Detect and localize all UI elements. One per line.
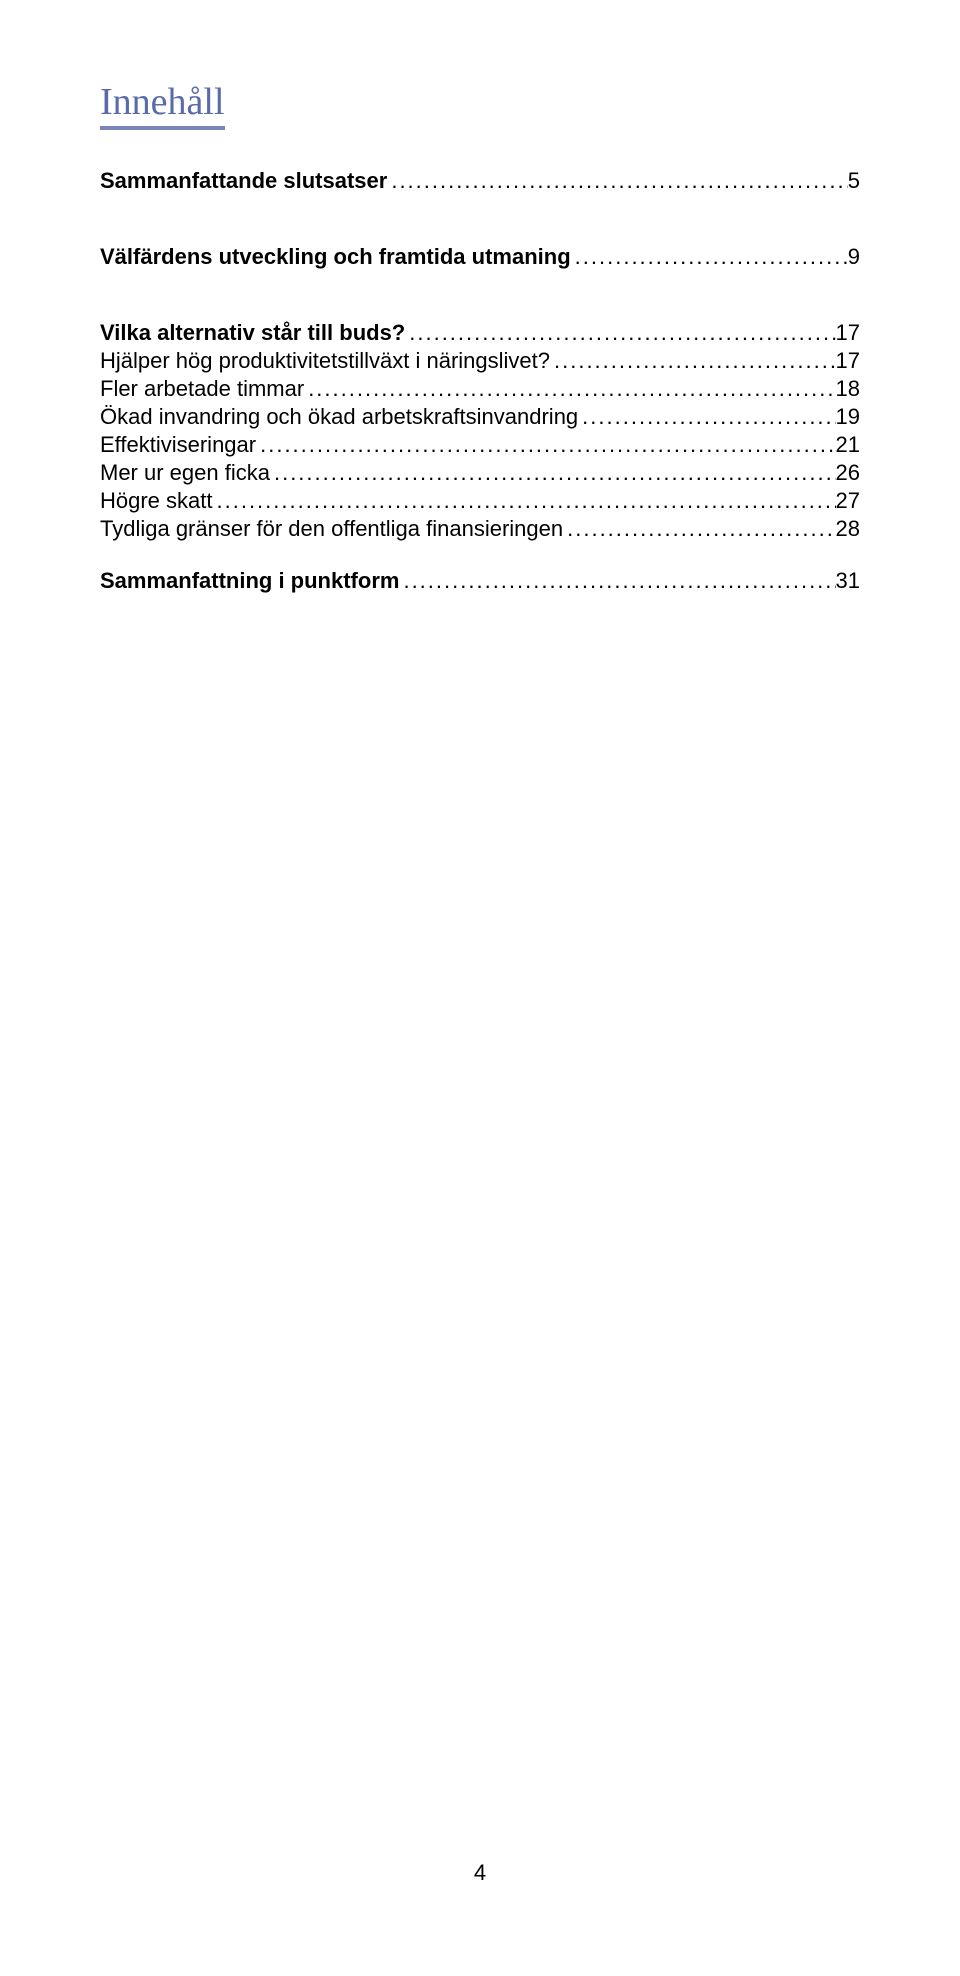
toc-leader-dots [270, 462, 836, 484]
toc-entry: Högre skatt 27 [100, 490, 860, 512]
toc-entry-label: Välfärdens utveckling och framtida utman… [100, 246, 571, 268]
toc-leader-dots [399, 570, 835, 592]
toc-entry: Effektiviseringar 21 [100, 434, 860, 456]
toc-entry-page: 21 [836, 434, 860, 456]
page-number: 4 [0, 1860, 960, 1886]
toc-entry-page: 27 [836, 490, 860, 512]
toc-entry: Ökad invandring och ökad arbetskraftsinv… [100, 406, 860, 428]
toc-leader-dots [550, 350, 836, 372]
toc-entry-label: Fler arbetade timmar [100, 378, 304, 400]
table-of-contents: Sammanfattande slutsatser 5 Välfärdens ut… [100, 170, 860, 592]
toc-entry-label: Effektiviseringar [100, 434, 256, 456]
toc-entry-label: Högre skatt [100, 490, 213, 512]
toc-entry: Vilka alternativ står till buds? 17 [100, 322, 860, 344]
toc-entry-label: Sammanfattning i punktform [100, 570, 399, 592]
toc-spacer [100, 546, 860, 570]
toc-leader-dots [563, 518, 835, 540]
toc-leader-dots [213, 490, 836, 512]
toc-entry: Mer ur egen ficka 26 [100, 462, 860, 484]
toc-leader-dots [578, 406, 835, 428]
toc-entry-label: Tydliga gränser för den offentliga finan… [100, 518, 563, 540]
toc-entry-page: 19 [836, 406, 860, 428]
toc-entry-page: 28 [836, 518, 860, 540]
toc-entry-page: 17 [836, 322, 860, 344]
toc-spacer [100, 298, 860, 322]
toc-entry: Tydliga gränser för den offentliga finan… [100, 518, 860, 540]
toc-entry-label: Hjälper hög produktivitetstillväxt i när… [100, 350, 550, 372]
toc-entry-page: 17 [836, 350, 860, 372]
toc-leader-dots [571, 246, 848, 268]
toc-entry-label: Ökad invandring och ökad arbetskraftsinv… [100, 406, 578, 428]
toc-entry-page: 9 [848, 246, 860, 268]
toc-entry-label: Sammanfattande slutsatser [100, 170, 387, 192]
toc-title: Innehåll [100, 80, 225, 130]
toc-entry-label: Mer ur egen ficka [100, 462, 270, 484]
toc-entry-label: Vilka alternativ står till buds? [100, 322, 405, 344]
toc-entry: Hjälper hög produktivitetstillväxt i när… [100, 350, 860, 372]
toc-entry: Sammanfattning i punktform 31 [100, 570, 860, 592]
document-page: Innehåll Sammanfattande slutsatser 5 Välf… [0, 0, 960, 1976]
toc-entry-page: 26 [836, 462, 860, 484]
toc-spacer [100, 222, 860, 246]
toc-entry-page: 31 [836, 570, 860, 592]
toc-entry: Sammanfattande slutsatser 5 [100, 170, 860, 192]
toc-entry: Välfärdens utveckling och framtida utman… [100, 246, 860, 268]
toc-leader-dots [387, 170, 847, 192]
toc-leader-dots [256, 434, 835, 456]
toc-leader-dots [405, 322, 835, 344]
toc-entry: Fler arbetade timmar 18 [100, 378, 860, 400]
toc-entry-page: 5 [848, 170, 860, 192]
toc-leader-dots [304, 378, 835, 400]
toc-entry-page: 18 [836, 378, 860, 400]
